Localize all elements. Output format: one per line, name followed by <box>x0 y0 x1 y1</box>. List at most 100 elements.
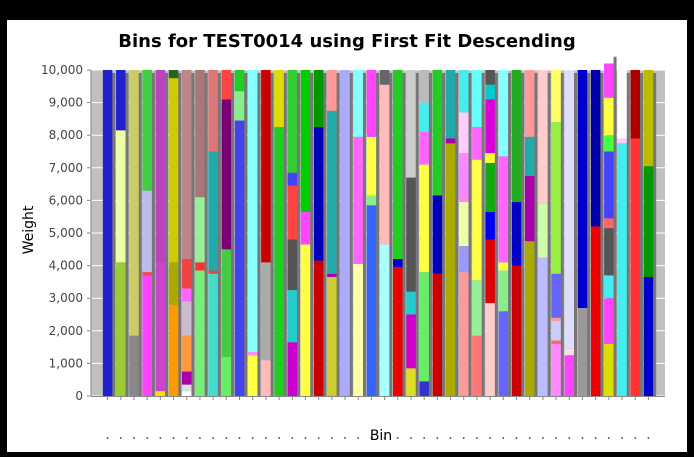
bin-bar <box>195 70 208 396</box>
bar-segment <box>155 70 166 263</box>
bin-bar <box>155 70 169 396</box>
x-tick-label <box>264 437 267 439</box>
y-tick-label: 6,000 <box>49 193 83 207</box>
bar-segment <box>208 273 218 396</box>
x-tick-label <box>502 437 505 439</box>
bar-segment <box>300 70 311 212</box>
bar-segment <box>551 343 561 396</box>
x-tick-label <box>581 437 584 439</box>
bar-segment <box>181 288 192 302</box>
bar-segment <box>287 185 298 240</box>
bar-segment <box>155 262 166 392</box>
bin-bar <box>617 70 630 396</box>
x-tick-label <box>278 437 280 439</box>
bar-segment <box>313 70 324 128</box>
x-tick-label <box>541 437 544 439</box>
x-tick-label <box>238 437 241 439</box>
bar-segment <box>181 301 192 336</box>
x-tick-label <box>370 437 373 439</box>
bar-segment <box>142 272 152 276</box>
x-tick-label <box>476 437 478 439</box>
bar-segment <box>353 136 363 264</box>
bar-segment <box>300 244 311 396</box>
bar-segment <box>524 241 535 396</box>
x-tick-label <box>462 437 465 439</box>
bar-segment <box>208 151 218 271</box>
bar-segment <box>142 275 152 396</box>
bar-segment <box>181 384 192 392</box>
bar-segment <box>485 303 495 396</box>
bin-bar <box>393 70 406 396</box>
bin-bar <box>564 70 578 396</box>
bin-bar <box>353 70 366 396</box>
bar-segment <box>472 127 482 160</box>
bin-bar <box>604 53 617 396</box>
bar-segment <box>590 226 601 396</box>
bar-segment <box>458 202 469 247</box>
bar-segment <box>181 391 192 396</box>
bar-segment <box>116 262 126 396</box>
x-axis <box>91 396 665 439</box>
bin-bar <box>247 70 261 396</box>
bar-segment <box>195 70 205 198</box>
bar-segment <box>498 262 509 271</box>
bar-segment <box>458 70 469 113</box>
x-tick-label <box>330 437 333 439</box>
bin-bar <box>590 70 604 396</box>
bin-bar <box>129 70 142 396</box>
bar-segment <box>564 348 575 356</box>
bar-segment <box>300 211 311 245</box>
bar-segment <box>604 151 614 219</box>
bar-segment <box>551 273 561 318</box>
y-tick-label: 0 <box>75 389 83 403</box>
bin-bar <box>419 70 432 396</box>
x-tick-label <box>607 437 610 439</box>
bar-segment <box>485 153 495 163</box>
bar-segment <box>353 70 363 137</box>
bar-segment <box>208 70 218 152</box>
x-tick-label <box>304 437 307 439</box>
bar-segment <box>590 70 601 227</box>
bar-segment <box>617 143 627 396</box>
bar-segment <box>393 267 403 396</box>
bar-segment <box>445 70 456 139</box>
bar-segment <box>604 275 614 299</box>
bar-segment <box>234 120 245 396</box>
bin-bar <box>458 70 472 396</box>
x-tick-label <box>383 437 386 439</box>
bin-bar <box>234 70 248 396</box>
bin-bar <box>498 70 512 396</box>
bar-segment <box>327 70 337 111</box>
bar-segment <box>287 342 298 396</box>
y-tick-label: 7,000 <box>49 161 83 175</box>
bar-segment <box>564 70 575 349</box>
bar-segment <box>221 249 232 357</box>
bar-segment <box>643 166 654 278</box>
bar-segment <box>551 317 561 322</box>
bar-segment <box>458 272 469 396</box>
bar-segment <box>379 244 390 396</box>
bar-segment <box>116 70 126 131</box>
bar-segment <box>340 70 350 396</box>
bar-segment <box>208 270 218 274</box>
bar-segment <box>287 290 298 343</box>
bar-segment <box>366 195 377 206</box>
bar-segment <box>287 70 298 173</box>
bar-segment <box>393 70 403 260</box>
bar-segment <box>524 70 535 137</box>
bar-segment <box>327 110 337 274</box>
bar-segment <box>498 156 509 263</box>
bar-segment <box>577 70 588 308</box>
x-tick-label <box>396 437 399 439</box>
bar-segment <box>498 311 509 396</box>
bar-segment <box>406 70 416 178</box>
bar-segment <box>485 162 495 212</box>
bar-segment <box>129 70 139 336</box>
bar-segment <box>485 84 495 100</box>
bar-segment <box>419 70 429 103</box>
x-tick-label <box>133 437 135 439</box>
x-tick-label <box>146 437 149 439</box>
bar-segment <box>313 260 324 396</box>
bin-bar <box>208 70 221 396</box>
bar-segment <box>406 368 416 396</box>
